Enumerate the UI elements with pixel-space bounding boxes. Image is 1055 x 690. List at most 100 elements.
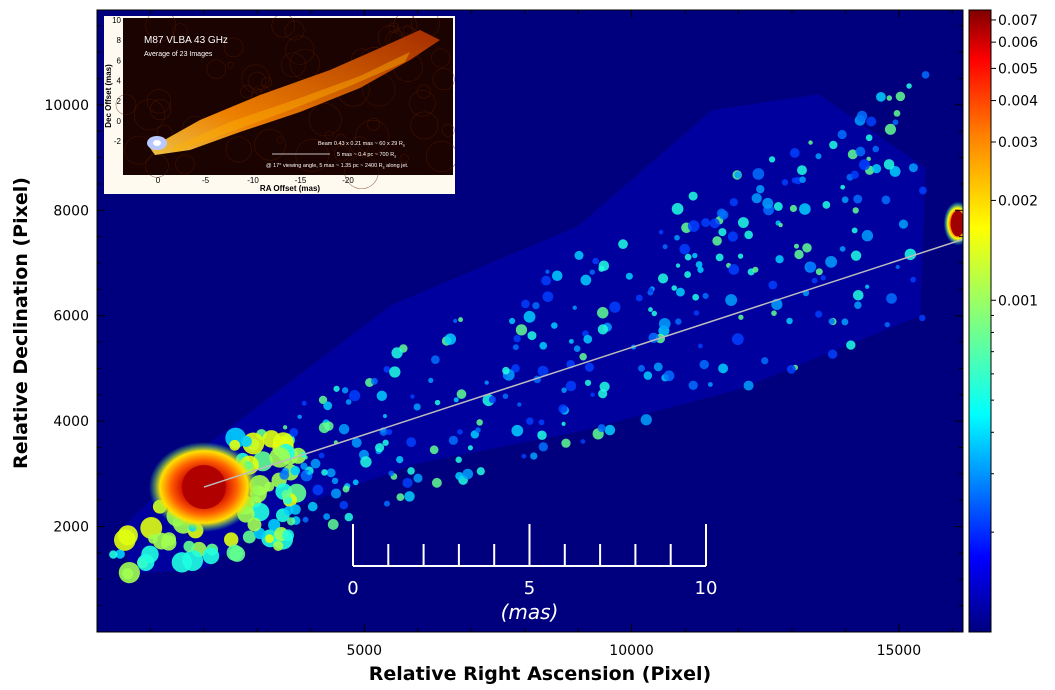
emission-blob [269,446,291,468]
emission-blob [861,230,874,242]
emission-blob [786,317,793,325]
emission-blob [597,324,609,335]
emission-blob [448,435,458,445]
colorbar [968,9,992,633]
emission-blob [671,203,684,215]
inset-noise-ring [225,136,252,163]
emission-blob [604,424,616,436]
inset-noise-ring [367,118,380,131]
emission-blob [502,366,510,375]
inset-x-tick-label: -10 [247,176,259,185]
x-axis: 5000 10000 15000 [149,10,953,659]
emission-blob [517,402,522,407]
emission-blob [584,362,595,372]
emission-blob [532,302,540,310]
plot-frame [96,9,964,633]
emission-blob [551,322,558,329]
emission-blob [743,380,754,391]
emission-blob [697,266,704,273]
emission-blob [731,333,744,346]
inset-subtitle: Average of 23 Images [144,51,213,58]
inset-y-tick-label: 0 [117,117,122,126]
emission-blob [310,458,321,469]
emission-blob [718,363,729,374]
emission-blob [609,301,621,313]
y-axis-title: Relative Declination (Pixel) [10,177,32,469]
emission-blob [866,156,871,162]
emission-blob [247,517,262,532]
emission-blob [701,218,711,228]
emission-blob [273,540,284,552]
emission-blob [240,436,252,447]
inset-y-tick-label: 2 [117,97,122,106]
emission-blob [698,343,703,349]
inset-y-label: Dec Offset (mas) [104,64,113,128]
emission-blob [852,289,864,301]
emission-blob [301,400,307,406]
emission-blob [551,270,563,282]
emission-blob [526,417,534,425]
emission-blob [407,467,415,475]
emission-blob [850,170,859,179]
emission-blob [521,299,530,309]
emission-blob [802,243,812,253]
emission-blob [752,266,759,273]
emission-blob [251,502,270,522]
emission-blob [865,284,870,289]
x-axis-title: Relative Right Ascension (Pixel) [369,663,711,685]
inset-title: M87 VLBA 43 GHz [144,35,228,46]
emission-blob [383,365,391,373]
emission-blob [413,403,421,411]
emission-blob [511,424,524,437]
emission-blob [475,427,481,433]
inset-y-tick-label: 4 [117,77,122,86]
emission-blob [695,261,703,268]
emission-blob [109,550,118,559]
emission-blob [515,324,528,336]
emission-blob [883,159,895,170]
emission-blob [290,504,301,515]
emission-blob [333,385,340,392]
emission-blob [684,271,692,278]
emission-blob [297,414,302,420]
emission-blob [321,469,328,476]
emission-blob [635,294,643,302]
emission-blob [893,109,901,117]
emission-blob [794,249,804,260]
emission-blob [224,532,239,547]
emission-blob [768,280,778,290]
emission-blob [140,517,163,539]
inset-noise-ring [350,136,369,156]
y-tick-label: 6000 [53,309,89,325]
inset-x-label: RA Offset (mas) [260,184,320,193]
inset-noise-ring [223,37,244,58]
inset-noise-ring [146,89,172,114]
y-tick-label: 4000 [53,414,89,430]
emission-blob [806,261,817,272]
emission-blob [458,317,463,323]
emission-blob [658,229,664,235]
emission-blob [822,201,831,209]
emission-blob [892,119,899,126]
inset-noise-ring [409,90,436,117]
emission-blob [382,439,389,446]
inset-noise-ring [241,64,270,93]
emission-blob [808,140,813,145]
emission-blob [523,310,536,323]
emission-blob [434,399,441,406]
emission-blob [815,268,823,276]
emission-blob [825,255,838,268]
inset-noise-ring [295,138,329,173]
inset-noise-ring [355,119,390,155]
emission-blob [718,210,729,220]
emission-blob [841,196,849,204]
emission-blob [513,334,521,343]
emission-blob [781,179,789,186]
emission-blob [881,195,891,205]
emission-blob [484,380,489,385]
emission-blob [872,145,879,153]
emission-blob [406,437,417,448]
emission-blob [388,470,395,477]
emission-blob [789,204,798,213]
